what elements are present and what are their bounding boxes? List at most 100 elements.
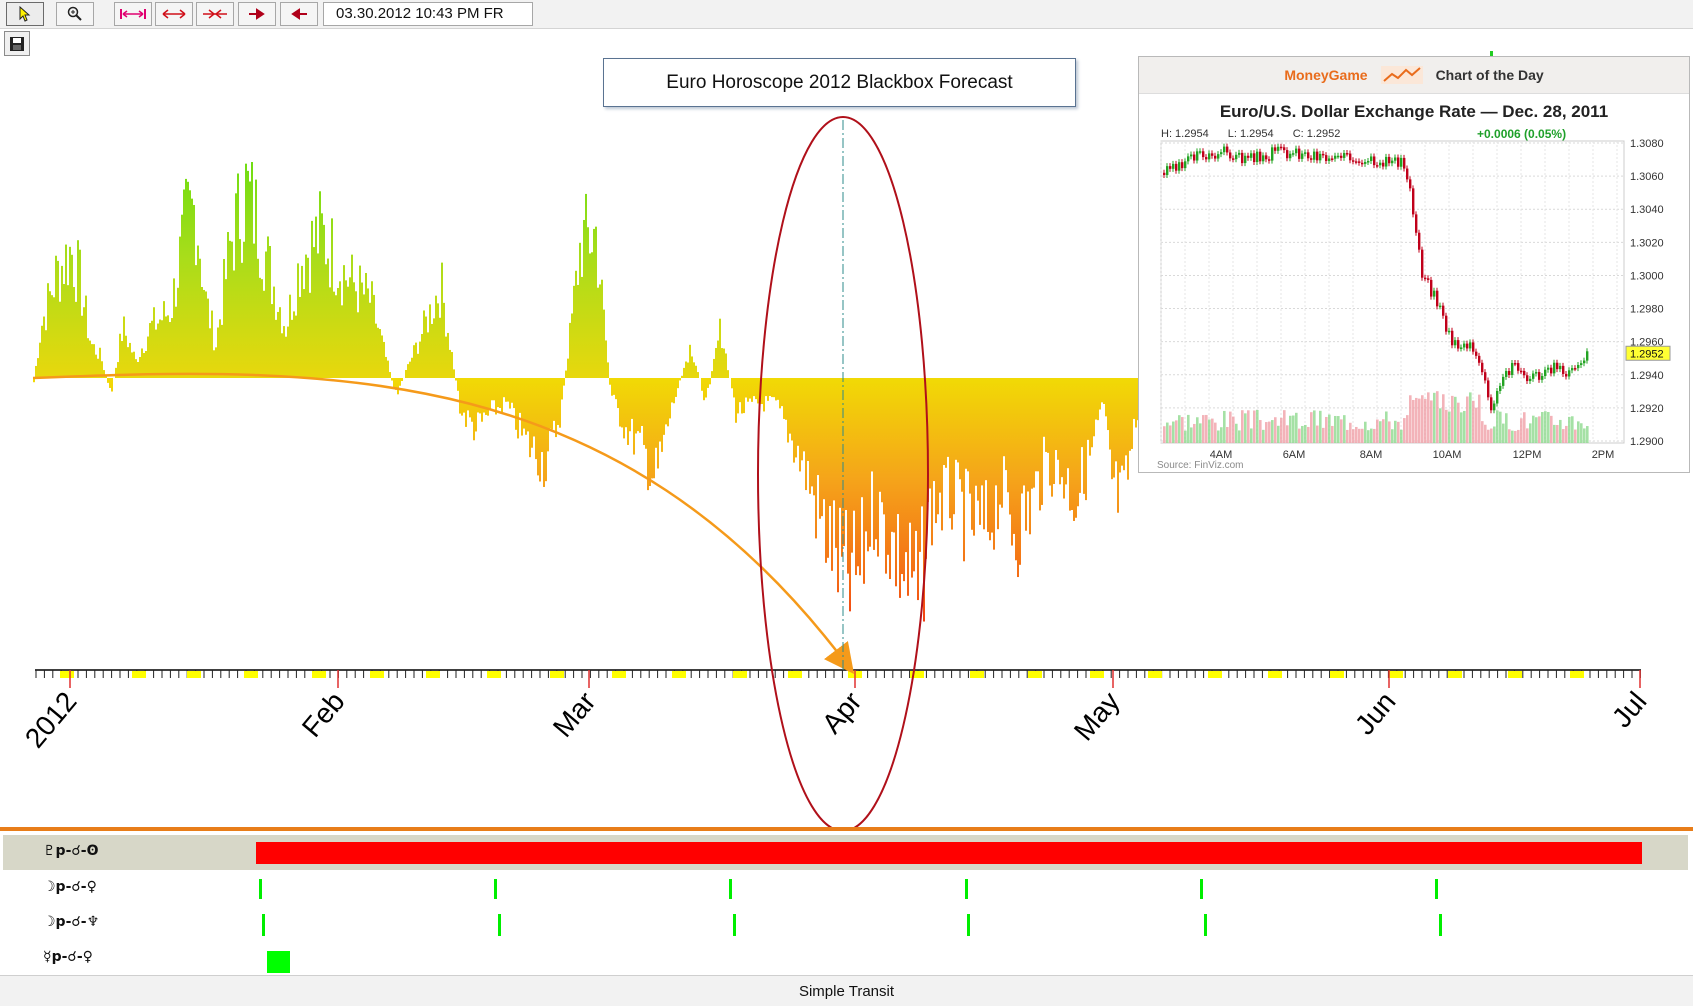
forecast-bar [715, 347, 717, 378]
weekend-marker [1448, 671, 1462, 678]
arrow-right-icon [249, 8, 265, 20]
forecast-bar [1027, 378, 1029, 492]
transit-row[interactable]: ☽p-☌-♆ [3, 906, 1688, 941]
transit-mark[interactable] [1439, 914, 1442, 936]
inset-volume-bar [1568, 416, 1571, 443]
inset-candle [1421, 249, 1424, 278]
transit-row[interactable]: ☽p-☌-♀ [3, 871, 1688, 906]
forecast-bar [201, 287, 203, 378]
inset-volume-bar [1583, 428, 1586, 443]
forecast-bar [229, 240, 231, 378]
forecast-bar [241, 262, 243, 378]
forecast-bar [881, 378, 883, 503]
transit-mark[interactable] [1435, 879, 1438, 899]
forecast-bar [737, 378, 739, 414]
forecast-bar [677, 378, 679, 389]
inset-volume-bar [1577, 421, 1580, 443]
forecast-bar [913, 378, 915, 572]
forecast-bar [907, 378, 909, 596]
transit-event-block[interactable] [267, 951, 290, 973]
shrink-button[interactable] [196, 2, 234, 26]
forecast-bar [53, 297, 55, 378]
forecast-bar [433, 318, 435, 378]
forecast-bar [651, 378, 653, 479]
inset-volume-bar [1277, 425, 1280, 443]
forecast-bar [633, 378, 635, 455]
inset-volume-bar [1427, 392, 1430, 443]
transit-mark[interactable] [1204, 914, 1207, 936]
forecast-bar [547, 378, 549, 452]
zoom-tool-button[interactable] [56, 2, 94, 26]
forecast-bar [941, 378, 943, 531]
transit-duration-bar[interactable] [256, 842, 1642, 864]
forecast-bar [127, 347, 129, 378]
fit-width-button[interactable] [114, 2, 152, 26]
inset-volume-bar [1163, 426, 1166, 443]
datetime-field[interactable]: 03.30.2012 10:43 PM FR [323, 2, 533, 26]
transit-mark[interactable] [733, 914, 736, 936]
forecast-bar [159, 319, 161, 378]
transit-mark[interactable] [498, 914, 501, 936]
forecast-bar [743, 378, 745, 414]
inset-candle [1304, 152, 1307, 154]
forecast-bar [885, 378, 887, 574]
inset-candle [1454, 340, 1457, 346]
expand-icon [162, 9, 186, 19]
inset-volume-bar [1457, 402, 1460, 443]
forecast-bar [123, 316, 125, 378]
transit-mark[interactable] [965, 879, 968, 899]
inset-volume-bar [1565, 425, 1568, 443]
forecast-bar [271, 304, 273, 378]
inset-volume-bar [1190, 427, 1193, 443]
forecast-bar [1009, 378, 1011, 515]
transit-mark[interactable] [729, 879, 732, 899]
transit-row[interactable]: ♇p-☌-ʘ [3, 835, 1688, 870]
forecast-bar [815, 378, 817, 539]
inset-candle [1202, 151, 1205, 158]
transit-mark[interactable] [1200, 879, 1203, 899]
inset-volume-bar [1496, 410, 1499, 443]
forecast-bar [461, 378, 463, 416]
inset-candle [1316, 151, 1319, 161]
forecast-bar [975, 378, 977, 486]
forecast-bar [669, 378, 671, 419]
forecast-bar [183, 189, 185, 378]
forecast-bar [71, 254, 73, 378]
forecast-bar [427, 332, 429, 378]
forecast-bar [883, 378, 885, 515]
transit-mark[interactable] [259, 879, 262, 899]
high-value: H: 1.2954 [1161, 128, 1209, 140]
inset-volume-bar [1313, 410, 1316, 443]
inset-volume-bar [1244, 413, 1247, 443]
forecast-bar [1127, 378, 1129, 480]
forecast-bar [685, 361, 687, 378]
inset-volume-bar [1370, 428, 1373, 443]
pointer-tool-button[interactable] [6, 2, 44, 26]
next-button[interactable] [238, 2, 276, 26]
transit-row[interactable]: ☿p-☌-♀ [3, 941, 1688, 976]
forecast-bar [35, 365, 37, 378]
inset-candle [1457, 340, 1460, 349]
chart-title: Euro Horoscope 2012 Blackbox Forecast [603, 58, 1076, 107]
forecast-bar [325, 264, 327, 378]
weekend-marker [312, 671, 326, 678]
save-button[interactable] [4, 31, 30, 56]
forecast-bar [1109, 378, 1111, 450]
transit-mark[interactable] [967, 914, 970, 936]
transit-mark[interactable] [494, 879, 497, 899]
inset-volume-bar [1448, 411, 1451, 443]
inset-candle [1196, 151, 1199, 161]
previous-button[interactable] [280, 2, 318, 26]
forecast-bar [847, 378, 849, 574]
inset-volume-bar [1571, 416, 1574, 443]
forecast-bar [925, 378, 927, 559]
inset-candle [1487, 380, 1490, 398]
inset-candle [1469, 342, 1472, 349]
forecast-bar [367, 288, 369, 378]
forecast-bar [1095, 378, 1097, 420]
expand-button[interactable] [155, 2, 193, 26]
transit-mark[interactable] [262, 914, 265, 936]
forecast-bar [69, 246, 71, 378]
month-label: Feb [296, 686, 351, 743]
forecast-bar [281, 333, 283, 378]
